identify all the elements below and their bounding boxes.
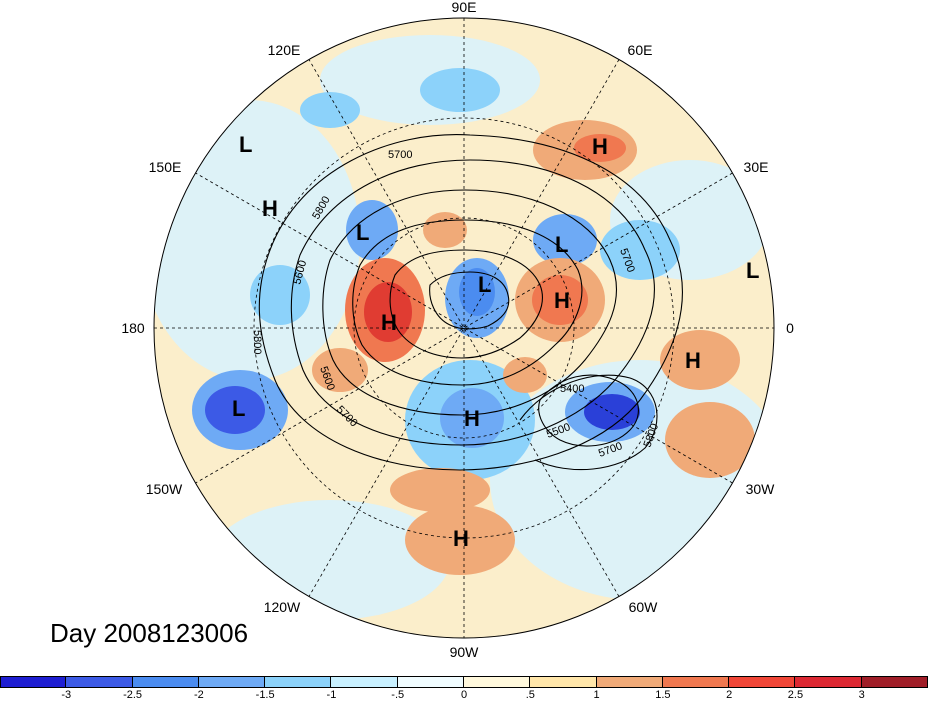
graticule [154,18,774,638]
polar-stereographic-map: 90E 60E 30E 0 30W 60W 90W 120W 150W 180 … [121,0,794,660]
colorbar-swatch [265,676,332,688]
colorbar: -3 -2.5 -2 -1.5 -1 -.5 0 .5 1 1.5 2 2.5 3 [0,676,928,702]
high-center: H [554,288,570,313]
low-center: L [239,132,252,157]
day-label: Day 2008123006 [50,618,249,648]
map-border [153,17,775,639]
colorbar-tick-label: -.5 [391,689,405,701]
high-center: H [381,310,397,335]
lon-label-30w: 30W [746,481,776,497]
colorbar-tick-label: -1 [326,689,337,701]
colorbar-tick-label: 2 [726,689,733,701]
lon-label-60e: 60E [628,42,653,58]
colorbar-tick-label: -1.5 [255,689,275,701]
colorbar-swatch [662,676,730,688]
low-center: L [478,272,491,297]
low-center: L [356,220,369,245]
contour-label: 5800 [251,330,263,354]
colorbar-tick-label: 2.5 [787,689,804,701]
high-center: H [592,134,608,159]
colorbar-tick-label: -2 [193,689,204,701]
longitude-labels: 90E 60E 30E 0 30W 60W 90W 120W 150W 180 … [121,0,794,660]
high-center: H [685,348,701,373]
lon-label-180: 180 [121,320,145,336]
colorbar-tick-label: 3 [858,689,865,701]
colorbar-swatch [464,676,531,688]
lon-label-120e: 120E [268,42,301,58]
low-center: L [555,232,568,257]
colorbar-swatch [132,676,199,688]
colorbar-swatch [596,676,663,688]
colorbar-swatch [198,676,266,688]
lon-label-90w: 90W [450,644,480,660]
colorbar-swatch [397,676,464,688]
colorbar-tick-label: .5 [525,689,535,701]
colorbar-swatch [530,676,597,688]
colorbar-tick-label: 0 [460,689,468,701]
colorbar-swatch [0,676,67,688]
colorbar-tick-label: 1.5 [655,689,671,701]
colorbar-swatch [861,676,928,688]
pressure-centers: L H H L L H H L H L L H H [232,132,759,551]
lon-label-150w: 150W [146,481,183,497]
low-center: L [746,258,759,283]
colorbar-swatch [729,676,796,688]
colorbar-swatch [331,676,398,688]
lon-label-120w: 120W [264,599,301,615]
colorbar-tick-label: 1 [593,689,600,701]
colorbar-swatch [66,676,133,688]
lon-label-30e: 30E [744,159,769,175]
height-contours [258,134,683,471]
high-center: H [262,196,278,221]
colorbar-swatch [795,676,862,688]
low-center: H [464,406,480,431]
high-center: H [453,526,469,551]
lon-label-60w: 60W [629,599,659,615]
contour-label: 5400 [560,383,584,395]
low-center: L [232,396,245,421]
lon-label-0: 0 [786,320,794,336]
lon-label-150e: 150E [149,159,182,175]
lon-label-90e: 90E [452,0,477,15]
contour-label: 5700 [388,149,412,161]
colorbar-tick-label: -3 [61,689,72,701]
contour-labels: 5700 5800 5600 5700 5800 5600 5700 5400 … [251,149,661,460]
colorbar-tick-label: -2.5 [123,689,143,701]
